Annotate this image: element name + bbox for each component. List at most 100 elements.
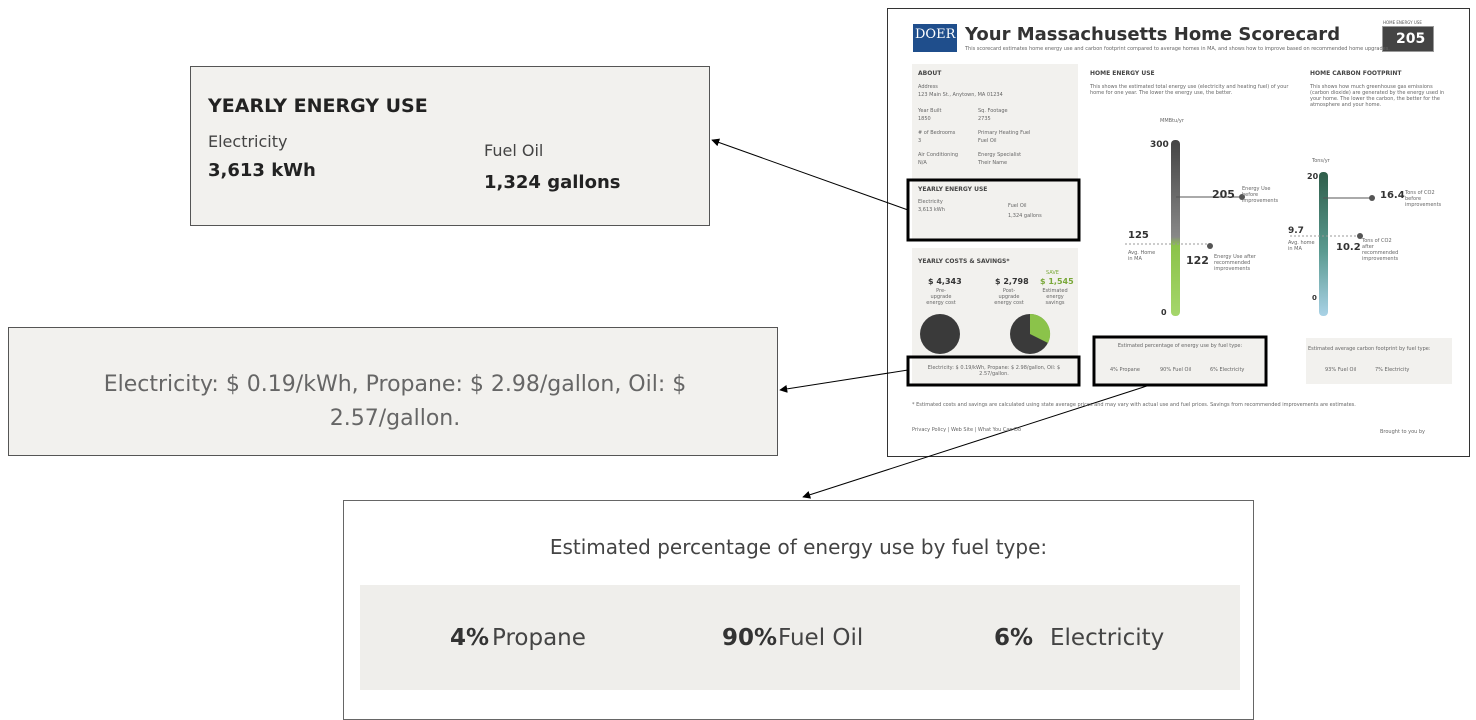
rates: Electricity: $ 0.19/kWh, Propane: $ 2.98…	[927, 365, 1061, 377]
value: 1,324 gallons	[1008, 213, 1042, 219]
heading: YEARLY ENERGY USE	[918, 186, 988, 193]
carbon-bar	[1319, 172, 1328, 316]
fuel-name: Electricity	[1050, 625, 1165, 651]
label: Sq. Footage	[978, 108, 1008, 114]
fuel-mix: 7% Electricity	[1375, 367, 1410, 373]
rates-text: Electricity: $ 0.19/kWh, Propane: $ 2.98…	[103, 372, 687, 431]
unit: MMBtu/yr	[1160, 118, 1184, 124]
logo-text: DOER	[915, 27, 956, 42]
label: # of Bedrooms	[918, 130, 956, 136]
value: Fuel Oil	[978, 138, 997, 144]
label: Energy Use after recommended improvement…	[1214, 254, 1256, 272]
energy-bar	[1171, 140, 1180, 316]
pie-pre	[920, 314, 960, 354]
tick: 20	[1307, 172, 1319, 181]
value: 3,613 kWh	[208, 160, 316, 181]
tick: 0	[1312, 294, 1317, 302]
label: SAVE	[1046, 270, 1059, 276]
label: Estimated percentage of energy use by fu…	[1117, 343, 1243, 349]
heading: ABOUT	[918, 70, 942, 77]
label: Estimated energy savings	[1042, 288, 1068, 306]
label: Tons of CO2 after recommended improvemen…	[1362, 238, 1399, 262]
value: N/A	[918, 160, 927, 166]
value: 10.2	[1336, 242, 1361, 253]
score: 205	[1396, 31, 1426, 47]
fuel-mix-strip	[360, 585, 1240, 690]
label: Electricity	[918, 199, 943, 205]
label: Electricity	[208, 132, 288, 151]
value: 3	[918, 138, 922, 144]
highlight	[906, 355, 1081, 387]
dot	[1357, 233, 1363, 239]
dot	[1369, 195, 1375, 201]
fuel-mix: 6% Electricity	[1210, 367, 1245, 373]
value: $ 2,798	[995, 277, 1029, 286]
tick: 300	[1150, 140, 1169, 150]
arrow	[802, 384, 1151, 499]
arrow	[779, 369, 909, 393]
label: Energy Use before improvements	[1242, 186, 1279, 204]
label: Estimated average carbon footprint by fu…	[1308, 346, 1431, 352]
score-label: HOME ENERGY USE	[1383, 20, 1422, 25]
label: Avg. home in MA	[1288, 240, 1315, 252]
value: Their Name	[978, 160, 1008, 166]
carbon-mix-panel	[1306, 338, 1452, 384]
label: Pre-upgrade energy cost	[926, 288, 956, 306]
pie-savings	[1030, 313, 1051, 343]
desc: This shows how much greenhouse gas emiss…	[1310, 84, 1445, 108]
brought: Brought to you by	[1380, 429, 1426, 435]
label: Avg. Home in MA	[1128, 250, 1156, 262]
desc: This shows the estimated total energy us…	[1090, 84, 1289, 96]
value: 1,324 gallons	[484, 172, 621, 193]
subtitle: This scorecard estimates home energy use…	[965, 46, 1390, 52]
heading: YEARLY ENERGY USE	[208, 95, 428, 117]
fuel-mix: 4% Propane	[1110, 367, 1140, 373]
label: Fuel Oil	[1008, 203, 1027, 209]
label: Air Conditioning	[918, 152, 959, 158]
callout-rates	[8, 327, 778, 456]
value: 3,613 kWh	[918, 207, 945, 213]
value: 1850	[918, 116, 931, 122]
value: 16.4	[1380, 190, 1405, 201]
highlight	[1092, 335, 1268, 387]
arrow	[711, 138, 909, 211]
label: Energy Specialist	[978, 152, 1022, 158]
fuel-percent: 6%	[994, 625, 1034, 651]
dot	[1207, 243, 1213, 249]
fuel-percent: 4%	[450, 625, 490, 651]
heading: Estimated percentage of energy use by fu…	[549, 535, 1048, 559]
heading: HOME ENERGY USE	[1090, 70, 1155, 77]
value: 9.7	[1288, 226, 1304, 236]
value: 122	[1186, 254, 1209, 267]
about-panel	[912, 64, 1078, 240]
value: $ 4,343	[928, 277, 962, 286]
title: Your Massachusetts Home Scorecard	[965, 24, 1341, 45]
dot	[1239, 194, 1245, 200]
label: Fuel Oil	[484, 141, 544, 160]
label: Primary Heating Fuel	[978, 130, 1031, 136]
value: 123 Main St., Anytown, MA 01234	[918, 92, 1003, 98]
tick: 0	[1161, 308, 1167, 317]
value: 2735	[978, 116, 991, 122]
value: 205	[1212, 188, 1235, 201]
value: 125	[1128, 230, 1149, 241]
fuel-name: Fuel Oil	[778, 625, 864, 651]
heading: YEARLY COSTS & SAVINGS*	[918, 258, 1010, 265]
label: Address	[918, 84, 938, 90]
label: Tons of CO2 before improvements	[1405, 190, 1442, 208]
label: Post-upgrade energy cost	[994, 288, 1024, 306]
fuel-percent: 90%	[722, 625, 778, 651]
fuel-mix: 90% Fuel Oil	[1160, 367, 1192, 373]
value: $ 1,545	[1040, 277, 1074, 286]
score-box	[1382, 26, 1434, 52]
unit: Tons/yr	[1312, 158, 1330, 164]
fuel-name: Propane	[492, 625, 586, 651]
logo	[913, 24, 957, 52]
footer-links: Privacy Policy | Web Site | What You Can…	[912, 427, 1022, 433]
label: Year Built	[918, 108, 942, 114]
energy-mix-panel	[1096, 338, 1264, 384]
callout-energy-use	[190, 66, 710, 226]
heading: HOME CARBON FOOTPRINT	[1310, 70, 1402, 77]
